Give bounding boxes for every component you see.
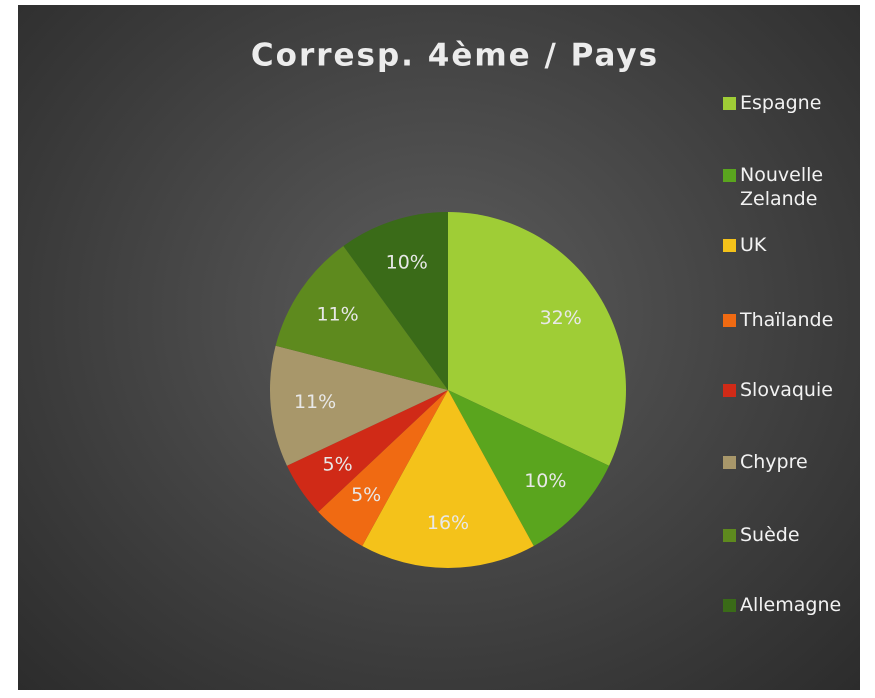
- legend-entry: Thaïlande: [723, 308, 853, 332]
- pie-slice: [343, 212, 448, 390]
- legend-swatch: [723, 456, 736, 469]
- data-label: 16%: [427, 512, 469, 534]
- data-label: 10%: [386, 252, 428, 274]
- legend-label: Chypre: [740, 451, 808, 473]
- pie-slice: [448, 390, 610, 546]
- pie-slice: [448, 212, 626, 466]
- legend-swatch: [723, 169, 736, 182]
- data-label: 10%: [524, 470, 566, 492]
- chart-title: Corresp. 4ème / Pays: [251, 38, 659, 74]
- pie-slice: [275, 245, 448, 390]
- legend-swatch: [723, 239, 736, 252]
- data-label: 5%: [323, 454, 353, 476]
- legend-swatch: [723, 314, 736, 327]
- pie-slice: [318, 390, 448, 546]
- data-label: 32%: [540, 307, 582, 329]
- pie-slice: [286, 390, 448, 512]
- legend-label: Slovaquie: [740, 379, 833, 401]
- chart-area: Corresp. 4ème / Pays 32% 10% 16% 5% 5% 11% 11%…: [18, 5, 860, 690]
- legend-entry: Chypre: [723, 450, 853, 474]
- data-label: 11%: [294, 391, 336, 413]
- legend-entry: Nouvelle Zelande: [723, 163, 853, 211]
- data-label: 11%: [316, 303, 358, 325]
- legend-label: Thaïlande: [740, 309, 834, 331]
- legend-label: UK: [740, 234, 767, 256]
- legend-entry: Suède: [723, 523, 853, 547]
- pie-slice: [362, 390, 534, 568]
- legend-swatch: [723, 529, 736, 542]
- legend-label: Allemagne: [740, 594, 842, 616]
- legend-swatch: [723, 97, 736, 110]
- legend-entry: Allemagne: [723, 593, 853, 617]
- chart: Corresp. 4ème / Pays 32% 10% 16% 5% 5% 11% 11%…: [251, 38, 659, 568]
- legend-label: Nouvelle Zelande: [740, 164, 824, 210]
- legend-entry: Slovaquie: [723, 378, 853, 402]
- legend-swatch: [723, 384, 736, 397]
- legend-label: Suède: [740, 524, 800, 546]
- legend-entry: Espagne: [723, 91, 853, 115]
- pie-slice: [270, 345, 448, 466]
- data-label: 5%: [351, 484, 381, 506]
- legend-swatch: [723, 599, 736, 612]
- legend-label: Espagne: [740, 92, 822, 114]
- legend-entry: UK: [723, 233, 853, 257]
